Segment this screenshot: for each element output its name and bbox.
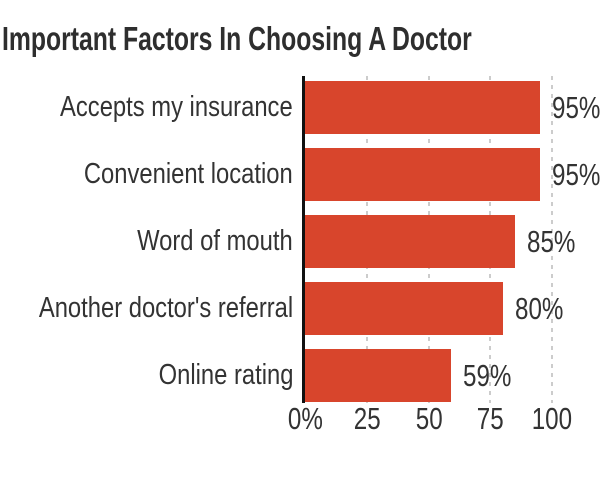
x-tick-label-text: 100 xyxy=(531,401,573,436)
category-label-text: Word of mouth xyxy=(137,225,293,257)
chart-title: Important Factors In Choosing A Doctor xyxy=(2,21,600,56)
value-label-text: 95% xyxy=(552,90,600,125)
bar xyxy=(305,282,503,335)
bar xyxy=(305,148,540,201)
x-tick-label: 75 xyxy=(445,401,535,437)
x-tick-label-text: 75 xyxy=(476,401,504,436)
x-tick-label-text: 50 xyxy=(415,401,443,436)
category-label-text: Online rating xyxy=(158,359,293,391)
y-axis-line xyxy=(302,76,305,403)
x-tick-label: 25 xyxy=(322,401,412,437)
x-tick-label-text: 25 xyxy=(353,401,381,436)
x-tick-label: 50 xyxy=(384,401,474,437)
value-label: 95% xyxy=(552,148,600,201)
category-label-text: Another doctor's referral xyxy=(38,292,293,324)
x-tick-label: 0% xyxy=(260,401,350,437)
bar xyxy=(305,349,451,402)
category-label: Accepts my insurance xyxy=(9,81,293,134)
category-label-text: Accepts my insurance xyxy=(60,91,293,123)
value-label-text: 85% xyxy=(527,224,576,259)
value-label: 95% xyxy=(552,81,600,134)
value-label-text: 95% xyxy=(552,157,600,192)
gridline-100 xyxy=(551,76,553,403)
category-label: Online rating xyxy=(129,349,293,402)
bar xyxy=(305,215,515,268)
category-label: Word of mouth xyxy=(103,215,293,268)
x-tick-label: 100 xyxy=(507,401,597,437)
value-label-text: 80% xyxy=(515,291,564,326)
value-label: 59% xyxy=(463,349,525,402)
value-label-text: 59% xyxy=(463,358,512,393)
bar xyxy=(305,81,540,134)
x-tick-label-text: 0% xyxy=(287,401,323,436)
value-label: 85% xyxy=(527,215,589,268)
category-label: Another doctor's referral xyxy=(0,282,293,335)
category-label: Convenient location xyxy=(38,148,293,201)
chart-title-text: Important Factors In Choosing A Doctor xyxy=(2,20,472,57)
category-label-text: Convenient location xyxy=(84,158,293,190)
value-label: 80% xyxy=(515,282,577,335)
